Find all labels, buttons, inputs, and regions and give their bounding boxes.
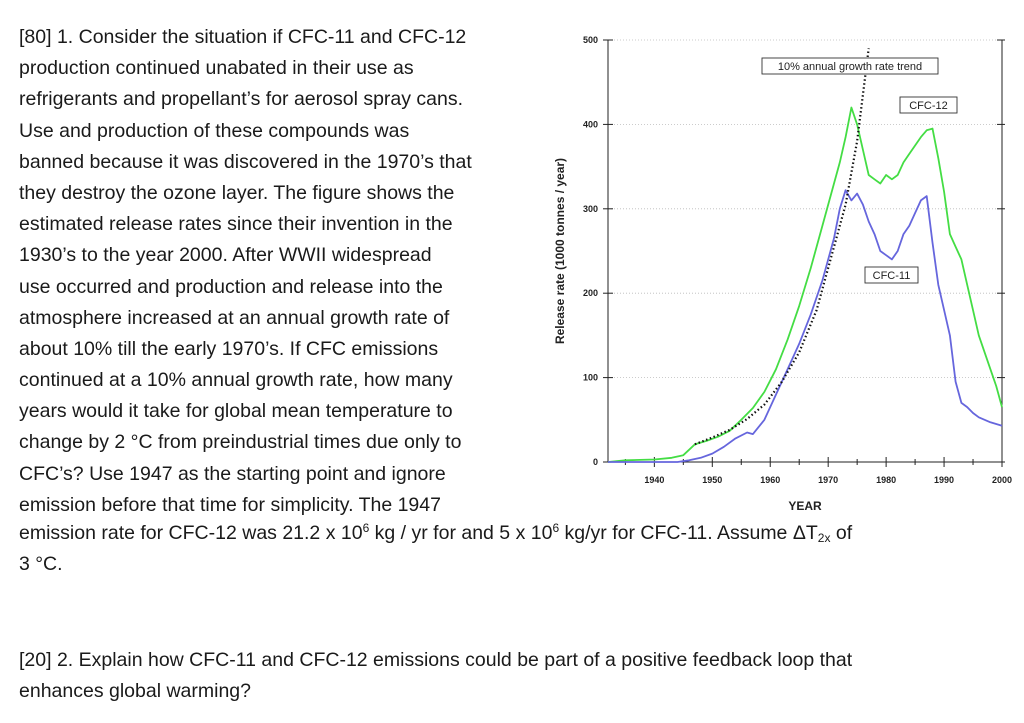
question-1-line: banned because it was discovered in the …: [19, 150, 472, 173]
annotation-box: [864, 266, 919, 284]
y-tick-label: 200: [583, 288, 598, 298]
chart-series: [607, 48, 1003, 463]
question-1-line: atmosphere increased at an annual growth…: [19, 306, 450, 329]
climate-sensitivity-line: 3 °C.: [19, 553, 63, 576]
y-tick-label: 100: [583, 373, 598, 383]
question-1-line: change by 2 °C from preindustrial times …: [19, 431, 462, 454]
x-axis-ticks: 1940 1950 1960 1970 1980 1990 2000: [624, 457, 1012, 485]
delta-t-subscript: 2x: [817, 531, 831, 545]
question-1-continuation: emission rate for CFC-12 was 21.2 x 106 …: [19, 518, 1009, 580]
emission-rate-text-d: of: [830, 522, 853, 544]
question-1-line: production continued unabated in their u…: [19, 57, 414, 80]
annotation-box: [899, 96, 958, 114]
exponent-cfc11: 6: [552, 521, 560, 535]
cfc-release-rate-chart: 0 100 200 300 400 500 1940 1950 1960 1970 1980 199…: [553, 35, 1012, 513]
annotation-label: CFC-11: [873, 270, 911, 282]
growth-trend-line: [694, 48, 870, 446]
y-tick-label: 500: [583, 35, 598, 45]
question-1-line: continued at a 10% annual growth rate, h…: [19, 369, 453, 392]
question-1-line: they destroy the ozone layer. The figure…: [19, 181, 455, 204]
x-tick-label: 2000: [992, 475, 1012, 485]
question-1-line: estimated release rates since their inve…: [19, 213, 453, 236]
y-tick-label: 300: [583, 204, 598, 214]
question-1-text: [80] 1. Consider the situation if CFC-11…: [19, 22, 539, 521]
question-2-line: [20] 2. Explain how CFC-11 and CFC-12 em…: [19, 649, 853, 671]
x-axis-title: YEAR: [788, 499, 822, 513]
cfc-11-line: [608, 189, 1003, 463]
question-1-line: CFC’s? Use 1947 as the starting point an…: [19, 462, 446, 485]
question-1-line: use occurred and production and release …: [19, 275, 443, 298]
emission-rate-text-c: kg/yr for CFC-11. Assume ΔT: [559, 522, 818, 544]
x-tick-label: 1950: [702, 475, 722, 485]
question-1-line: emission before that time for simplicity…: [19, 493, 441, 516]
question-1-line: 1930’s to the year 2000. After WWII wide…: [19, 244, 432, 267]
x-tick-label: 1940: [644, 475, 664, 485]
question-1-line: years would it take for global mean temp…: [19, 400, 453, 423]
question-1-line: Use and production of these compounds wa…: [19, 119, 410, 142]
emission-rate-line: emission rate for CFC-12 was 21.2 x 106 …: [19, 518, 1009, 549]
question-1-line: refrigerants and propellant’s for aeroso…: [19, 88, 464, 111]
x-tick-label: 1990: [934, 475, 954, 485]
exponent-cfc12: 6: [362, 521, 370, 535]
cfc-12-line: [607, 106, 1003, 463]
x-tick-label: 1960: [760, 475, 780, 485]
y-tick-label: 400: [583, 119, 598, 129]
question-2-line: enhances global warming?: [19, 680, 251, 703]
y-tick-label: 0: [593, 457, 598, 467]
annotation-label: CFC-12: [909, 100, 948, 112]
annotation-box: [761, 57, 939, 75]
question-2-text: [20] 2. Explain how CFC-11 and CFC-12 em…: [19, 645, 1009, 707]
annotation-label: 10% annual growth rate trend: [778, 61, 922, 73]
chart-annotations: 10% annual growth rate trend CFC-12 CFC-11: [761, 57, 958, 284]
y-axis-title: Release rate (1000 tonnes / year): [553, 158, 567, 344]
question-1-line: [80] 1. Consider the situation if CFC-11…: [19, 26, 467, 48]
y-axis-ticks: 0 100 200 300 400 500: [583, 35, 1005, 467]
emission-rate-text-a: emission rate for CFC-12 was 21.2 x 10: [19, 522, 363, 544]
x-tick-label: 1980: [876, 475, 896, 485]
x-tick-label: 1970: [818, 475, 838, 485]
question-1-line: about 10% till the early 1970’s. If CFC …: [19, 337, 439, 360]
emission-rate-text-b: kg / yr for and 5 x 10: [369, 522, 553, 544]
